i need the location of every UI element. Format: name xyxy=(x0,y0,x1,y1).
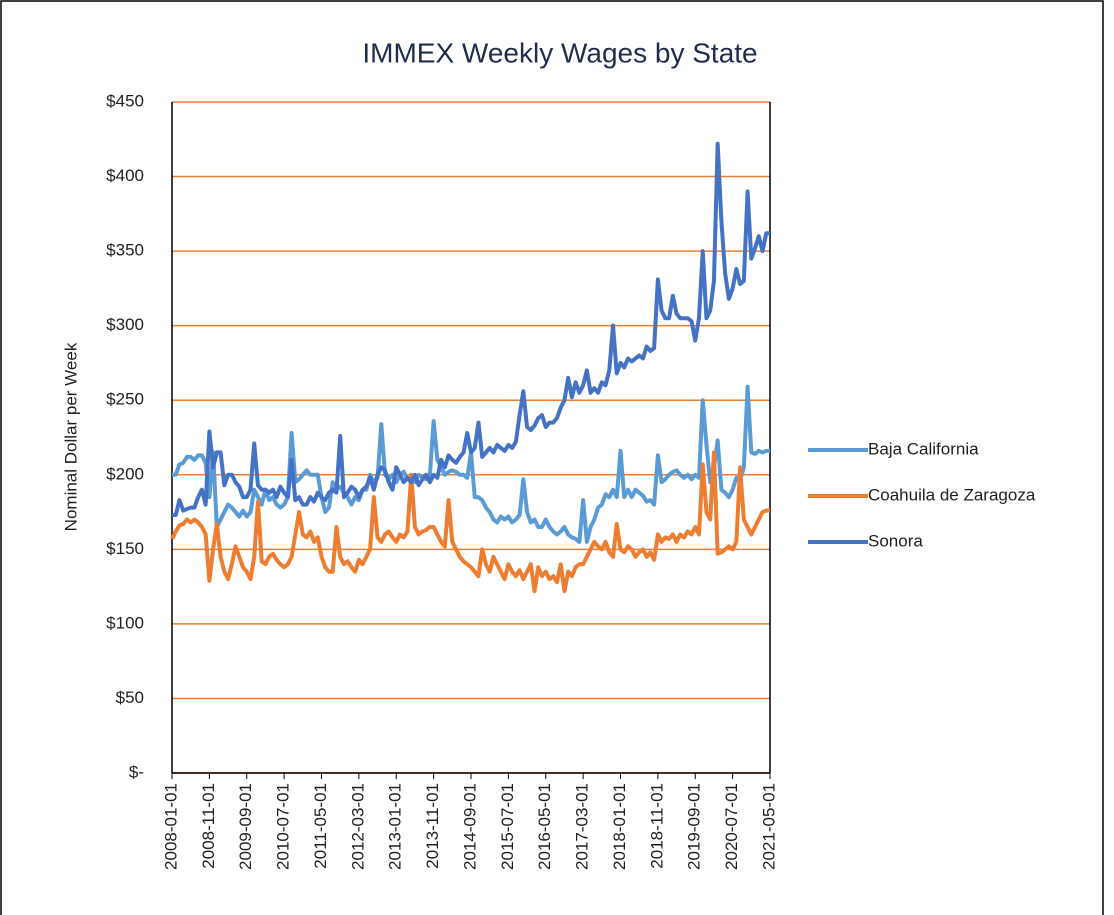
x-tick-label: 2014-09-01 xyxy=(460,783,479,870)
legend-label: Baja California xyxy=(868,439,979,458)
y-tick-label: $350 xyxy=(106,241,144,260)
series-line xyxy=(172,141,770,518)
y-tick-label: $50 xyxy=(116,688,144,707)
x-tick-label: 2017-03-01 xyxy=(573,783,592,870)
x-tick-label: 2020-07-01 xyxy=(722,783,741,870)
x-tick-label: 2016-05-01 xyxy=(535,783,554,870)
y-tick-label: $450 xyxy=(106,91,144,110)
x-tick-label: 2021-05-01 xyxy=(759,783,778,870)
x-tick-label: 2010-07-01 xyxy=(274,783,293,870)
x-tick-label: 2013-01-01 xyxy=(386,783,405,870)
x-tick-label: 2011-05-01 xyxy=(311,783,330,869)
x-tick-label: 2015-07-01 xyxy=(498,783,517,870)
x-tick-label: 2018-01-01 xyxy=(610,783,629,870)
legend-label: Sonora xyxy=(868,531,923,550)
x-tick-label: 2008-11-01 xyxy=(199,783,218,869)
series-line xyxy=(172,384,770,544)
x-tick-label: 2019-09-01 xyxy=(685,783,704,870)
y-tick-label: $- xyxy=(129,762,144,781)
x-tick-label: 2008-01-01 xyxy=(161,783,180,870)
y-tick-label: $300 xyxy=(106,315,144,334)
y-tick-label: $250 xyxy=(106,390,144,409)
x-tick-label: 2018-11-01 xyxy=(647,783,666,869)
x-tick-label: 2012-03-01 xyxy=(348,783,367,870)
x-tick-label: 2013-11-01 xyxy=(423,783,442,869)
x-tick-label: 2009-09-01 xyxy=(236,783,255,870)
y-tick-label: $150 xyxy=(106,539,144,558)
y-tick-label: $100 xyxy=(106,613,144,632)
y-tick-label: $400 xyxy=(106,166,144,185)
y-axis-label: Nominal Dollar per Week xyxy=(61,342,80,531)
chart-title: IMMEX Weekly Wages by State xyxy=(362,37,757,68)
series-line xyxy=(170,450,770,594)
y-tick-label: $200 xyxy=(106,464,144,483)
legend-label: Coahuila de Zaragoza xyxy=(868,485,1036,504)
